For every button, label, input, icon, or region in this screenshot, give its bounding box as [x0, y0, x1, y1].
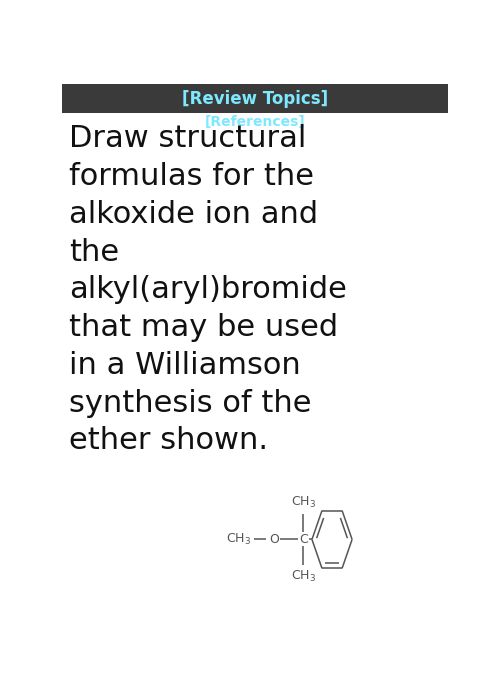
Text: C: C: [299, 533, 308, 546]
Text: O: O: [269, 533, 279, 546]
FancyBboxPatch shape: [62, 84, 448, 113]
Text: CH$_3$: CH$_3$: [226, 532, 250, 547]
Text: CH$_3$: CH$_3$: [291, 569, 316, 584]
Text: [References]: [References]: [205, 115, 306, 129]
Text: [Review Topics]: [Review Topics]: [182, 90, 328, 108]
Text: CH$_3$: CH$_3$: [291, 495, 316, 510]
Text: Draw structural
formulas for the
alkoxide ion and
the
alkyl(aryl)bromide
that ma: Draw structural formulas for the alkoxid…: [69, 125, 347, 455]
